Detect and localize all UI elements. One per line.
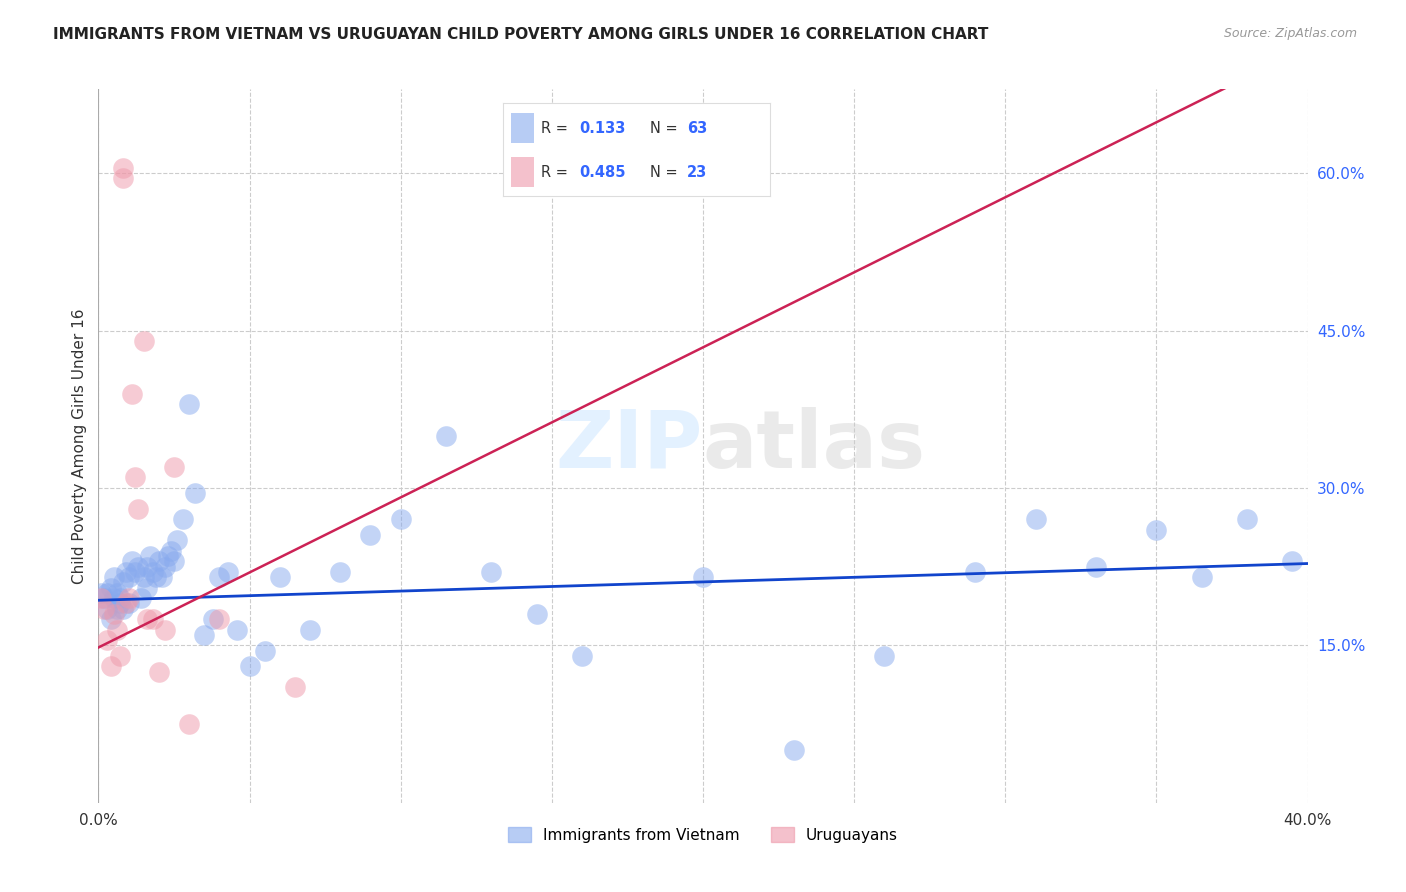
Point: [111, 575, 134, 590]
Text: ZIP: ZIP: [555, 407, 703, 485]
Point: [114, 596, 136, 610]
Point: [100, 581, 122, 595]
Point: [692, 570, 714, 584]
Point: [571, 648, 593, 663]
Point: [93, 591, 115, 606]
Point: [1024, 512, 1046, 526]
Point: [153, 559, 176, 574]
Point: [135, 559, 157, 574]
Point: [129, 591, 152, 606]
Point: [160, 544, 183, 558]
Point: [163, 460, 186, 475]
Point: [100, 612, 122, 626]
Point: [783, 743, 806, 757]
Point: [105, 586, 128, 600]
Point: [208, 570, 231, 584]
Point: [1144, 523, 1167, 537]
Point: [111, 171, 134, 186]
Point: [111, 161, 134, 175]
Point: [179, 717, 201, 731]
Point: [1085, 559, 1108, 574]
Point: [108, 596, 131, 610]
Point: [1236, 512, 1258, 526]
Point: [284, 681, 307, 695]
Point: [118, 570, 141, 584]
Point: [132, 570, 155, 584]
Point: [121, 386, 143, 401]
Point: [526, 607, 548, 621]
Point: [1191, 570, 1213, 584]
Point: [148, 665, 170, 679]
Point: [166, 533, 188, 548]
Text: atlas: atlas: [703, 407, 927, 485]
Point: [96, 601, 118, 615]
Point: [145, 570, 167, 584]
Point: [124, 565, 146, 579]
Point: [121, 554, 143, 568]
Point: [139, 549, 162, 564]
Point: [142, 565, 165, 579]
Point: [329, 565, 352, 579]
Point: [156, 549, 179, 564]
Point: [118, 591, 141, 606]
Text: Source: ZipAtlas.com: Source: ZipAtlas.com: [1223, 27, 1357, 40]
Point: [103, 570, 125, 584]
Point: [208, 612, 231, 626]
Point: [135, 581, 157, 595]
Point: [135, 612, 157, 626]
Point: [114, 565, 136, 579]
Point: [299, 623, 322, 637]
Point: [111, 601, 134, 615]
Point: [105, 623, 128, 637]
Point: [481, 565, 503, 579]
Point: [202, 612, 225, 626]
Point: [105, 601, 128, 615]
Point: [163, 554, 186, 568]
Point: [1281, 554, 1303, 568]
Point: [965, 565, 987, 579]
Text: IMMIGRANTS FROM VIETNAM VS URUGUAYAN CHILD POVERTY AMONG GIRLS UNDER 16 CORRELAT: IMMIGRANTS FROM VIETNAM VS URUGUAYAN CHI…: [53, 27, 988, 42]
Point: [226, 623, 249, 637]
Point: [150, 570, 173, 584]
Point: [434, 428, 457, 442]
Point: [153, 623, 176, 637]
Point: [93, 601, 115, 615]
Point: [389, 512, 412, 526]
Point: [96, 586, 118, 600]
Point: [253, 643, 276, 657]
Point: [239, 659, 262, 673]
Point: [172, 512, 194, 526]
Point: [148, 554, 170, 568]
Point: [127, 502, 149, 516]
Point: [217, 565, 239, 579]
Point: [142, 612, 165, 626]
Point: [132, 334, 155, 348]
Legend: Immigrants from Vietnam, Uruguayans: Immigrants from Vietnam, Uruguayans: [502, 821, 904, 848]
Point: [360, 528, 382, 542]
Point: [184, 486, 207, 500]
Point: [108, 591, 131, 606]
Point: [103, 607, 125, 621]
Point: [90, 591, 112, 606]
Point: [127, 559, 149, 574]
Y-axis label: Child Poverty Among Girls Under 16: Child Poverty Among Girls Under 16: [72, 309, 87, 583]
Point: [193, 628, 215, 642]
Point: [90, 586, 112, 600]
Point: [124, 470, 146, 484]
Point: [118, 596, 141, 610]
Point: [96, 633, 118, 648]
Point: [103, 591, 125, 606]
Point: [108, 648, 131, 663]
Point: [269, 570, 291, 584]
Point: [179, 397, 201, 411]
Point: [873, 648, 896, 663]
Point: [100, 659, 122, 673]
